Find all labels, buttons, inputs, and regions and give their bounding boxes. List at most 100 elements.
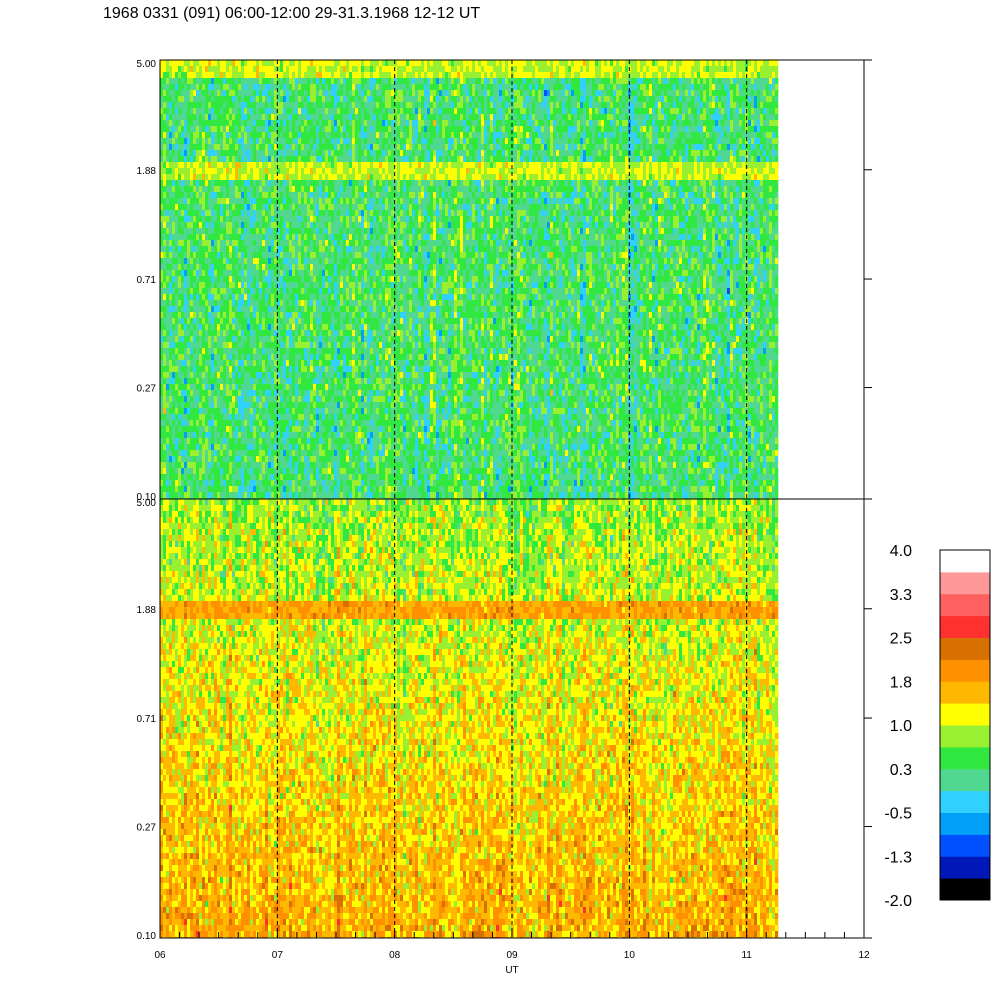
heatmap-cell xyxy=(166,66,169,72)
heatmap-cell xyxy=(208,432,211,438)
heatmap-cell xyxy=(172,378,175,384)
heatmap-cell xyxy=(277,330,280,336)
heatmap-cell xyxy=(343,294,346,300)
heatmap-cell xyxy=(325,372,328,378)
heatmap-cell xyxy=(232,222,235,228)
heatmap-cell xyxy=(310,228,313,234)
heatmap-cell xyxy=(340,408,343,414)
heatmap-cell xyxy=(169,480,172,486)
heatmap-cell xyxy=(214,438,217,444)
heatmap-cell xyxy=(268,336,271,342)
heatmap-cell xyxy=(301,168,304,174)
heatmap-cell xyxy=(214,432,217,438)
heatmap-cell xyxy=(226,468,229,474)
heatmap-cell xyxy=(214,306,217,312)
heatmap-cell xyxy=(322,192,325,198)
heatmap-cell xyxy=(223,210,226,216)
heatmap-cell xyxy=(271,138,274,144)
heatmap-cell xyxy=(298,186,301,192)
heatmap-cell xyxy=(196,246,199,252)
heatmap-cell xyxy=(346,294,349,300)
heatmap-cell xyxy=(361,144,364,150)
heatmap-cell xyxy=(211,486,214,492)
heatmap-cell xyxy=(172,330,175,336)
heatmap-cell xyxy=(226,324,229,330)
heatmap-cell xyxy=(247,60,250,66)
heatmap-cell xyxy=(271,102,274,108)
heatmap-cell xyxy=(316,384,319,390)
heatmap-cell xyxy=(298,456,301,462)
heatmap-cell xyxy=(349,348,352,354)
heatmap-cell xyxy=(283,432,286,438)
heatmap-cell xyxy=(199,120,202,126)
heatmap-cell xyxy=(178,450,181,456)
heatmap-cell xyxy=(352,108,355,114)
heatmap-cell xyxy=(340,228,343,234)
heatmap-cell xyxy=(361,216,364,222)
heatmap-cell xyxy=(235,384,238,390)
heatmap-cell xyxy=(163,192,166,198)
heatmap-cell xyxy=(202,330,205,336)
heatmap-cell xyxy=(247,150,250,156)
heatmap-cell xyxy=(262,396,265,402)
heatmap-cell xyxy=(163,306,166,312)
heatmap-cell xyxy=(262,354,265,360)
heatmap-cell xyxy=(292,492,295,498)
heatmap-cell xyxy=(313,234,316,240)
heatmap-cell xyxy=(166,186,169,192)
heatmap-cell xyxy=(181,216,184,222)
heatmap-cell xyxy=(247,450,250,456)
heatmap-cell xyxy=(184,138,187,144)
heatmap-cell xyxy=(316,168,319,174)
heatmap-cell xyxy=(211,108,214,114)
heatmap-cell xyxy=(208,390,211,396)
heatmap-cell xyxy=(313,174,316,180)
heatmap-cell xyxy=(202,474,205,480)
heatmap-cell xyxy=(247,180,250,186)
heatmap-cell xyxy=(310,78,313,84)
heatmap-cell xyxy=(250,222,253,228)
heatmap-cell xyxy=(349,282,352,288)
heatmap-cell xyxy=(289,330,292,336)
heatmap-cell xyxy=(343,348,346,354)
heatmap-cell xyxy=(280,468,283,474)
heatmap-cell xyxy=(214,426,217,432)
heatmap-cell xyxy=(256,342,259,348)
heatmap-cell xyxy=(277,426,280,432)
heatmap-cell xyxy=(160,234,163,240)
heatmap-cell xyxy=(301,324,304,330)
heatmap-cell xyxy=(331,114,334,120)
heatmap-cell xyxy=(241,480,244,486)
heatmap-cell xyxy=(250,186,253,192)
heatmap-cell xyxy=(283,240,286,246)
heatmap-cell xyxy=(316,174,319,180)
heatmap-cell xyxy=(241,264,244,270)
heatmap-cell xyxy=(352,276,355,282)
heatmap-cell xyxy=(223,360,226,366)
heatmap-cell xyxy=(238,108,241,114)
heatmap-cell xyxy=(355,66,358,72)
heatmap-cell xyxy=(301,402,304,408)
heatmap-cell xyxy=(313,426,316,432)
heatmap-cell xyxy=(172,372,175,378)
heatmap-cell xyxy=(217,258,220,264)
heatmap-cell xyxy=(286,108,289,114)
heatmap-cell xyxy=(235,324,238,330)
heatmap-cell xyxy=(250,294,253,300)
heatmap-cell xyxy=(331,318,334,324)
heatmap-cell xyxy=(349,420,352,426)
heatmap-cell xyxy=(160,204,163,210)
heatmap-cell xyxy=(214,366,217,372)
heatmap-cell xyxy=(304,60,307,66)
heatmap-cell xyxy=(259,444,262,450)
heatmap-cell xyxy=(235,234,238,240)
heatmap-cell xyxy=(250,240,253,246)
heatmap-cell xyxy=(199,66,202,72)
heatmap-cell xyxy=(175,198,178,204)
heatmap-cell xyxy=(352,300,355,306)
heatmap-cell xyxy=(187,216,190,222)
heatmap-cell xyxy=(199,294,202,300)
heatmap-cell xyxy=(340,102,343,108)
heatmap-cell xyxy=(193,96,196,102)
heatmap-cell xyxy=(205,132,208,138)
